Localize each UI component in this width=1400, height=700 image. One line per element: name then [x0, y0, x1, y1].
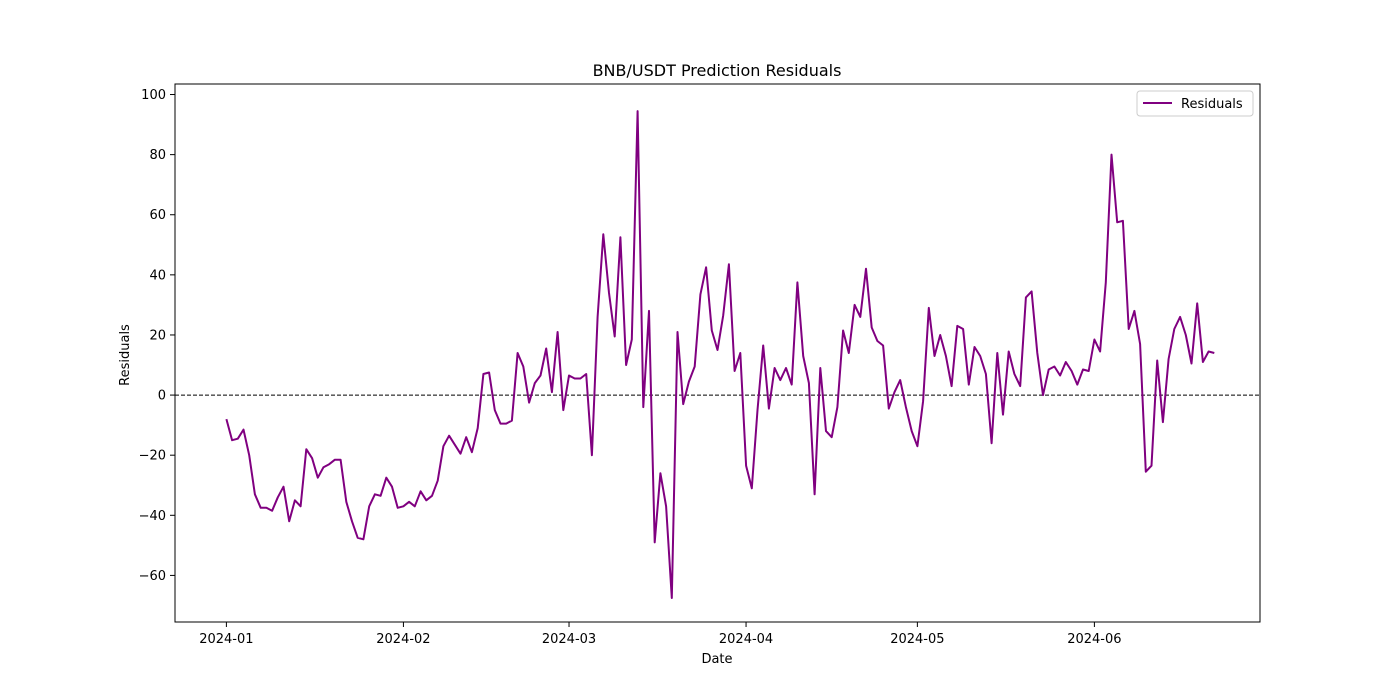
legend: Residuals: [1136, 90, 1254, 117]
y-tick-label: −20: [139, 449, 166, 464]
x-tick-label: 2024-06: [1067, 632, 1121, 647]
x-tick-label: 2024-05: [890, 632, 944, 647]
y-axis-title: Residuals: [118, 324, 133, 386]
x-axis-title: Date: [701, 652, 732, 667]
y-axis: −60 −40 −20 0 20 40 60 80 100: [139, 88, 175, 584]
plot-frame: [174, 83, 1261, 623]
x-tick-label: 2024-03: [542, 632, 596, 647]
residuals-series-line: [225, 110, 1215, 599]
x-tick-label: 2024-04: [719, 632, 773, 647]
y-tick-label: 60: [149, 208, 166, 223]
y-tick-label: 0: [158, 389, 166, 404]
y-tick-label: 80: [149, 148, 166, 163]
y-tick-label: 100: [141, 88, 166, 103]
x-tick-label: 2024-01: [199, 632, 253, 647]
y-tick-label: 40: [149, 268, 166, 283]
plot-background: [175, 84, 1260, 622]
legend-label: Residuals: [1181, 97, 1243, 112]
chart-title: BNB/USDT Prediction Residuals: [593, 61, 842, 80]
x-axis: 2024-01 2024-02 2024-03 2024-04 2024-05 2024-…: [199, 622, 1122, 647]
legend-box: [1136, 90, 1254, 117]
y-tick-label: 20: [149, 328, 166, 343]
y-tick-label: −40: [139, 509, 166, 524]
x-tick-label: 2024-02: [376, 632, 430, 647]
plot-area: [174, 83, 1261, 623]
y-tick-label: −60: [139, 569, 166, 584]
